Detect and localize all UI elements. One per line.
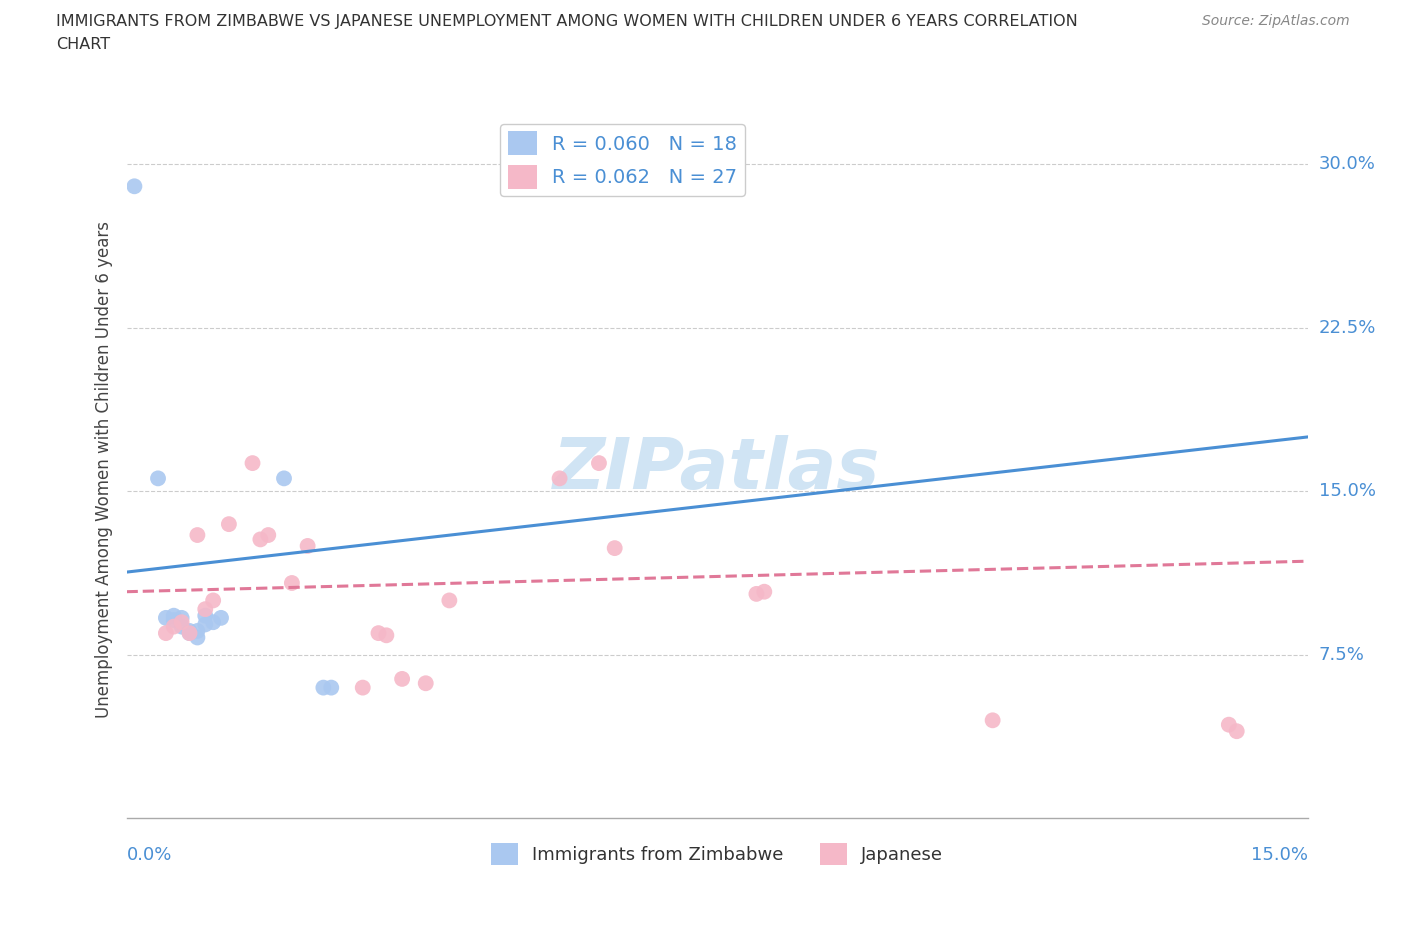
Text: 7.5%: 7.5% xyxy=(1319,646,1365,664)
Point xyxy=(202,593,225,608)
Point xyxy=(588,456,610,471)
Point xyxy=(186,623,208,638)
Point xyxy=(170,615,193,630)
Point xyxy=(163,608,186,623)
Point xyxy=(163,619,186,634)
Point xyxy=(170,619,193,634)
Point xyxy=(1218,717,1240,732)
Text: ZIPatlas: ZIPatlas xyxy=(554,435,880,504)
Point xyxy=(194,602,217,617)
Point xyxy=(391,671,413,686)
Point xyxy=(375,628,398,643)
Text: CHART: CHART xyxy=(56,37,110,52)
Legend: Immigrants from Zimbabwe, Japanese: Immigrants from Zimbabwe, Japanese xyxy=(484,836,950,872)
Point xyxy=(603,540,626,555)
Point xyxy=(415,676,437,691)
Point xyxy=(281,576,304,591)
Point xyxy=(163,613,186,628)
Point xyxy=(155,626,177,641)
Point xyxy=(745,587,768,602)
Text: 0.0%: 0.0% xyxy=(127,846,172,864)
Text: 22.5%: 22.5% xyxy=(1319,319,1376,337)
Text: 30.0%: 30.0% xyxy=(1319,155,1375,174)
Point xyxy=(179,626,201,641)
Point xyxy=(124,179,146,193)
Text: 15.0%: 15.0% xyxy=(1250,846,1308,864)
Point xyxy=(194,617,217,631)
Point xyxy=(170,610,193,625)
Point xyxy=(218,517,240,532)
Point xyxy=(186,630,208,644)
Point xyxy=(249,532,271,547)
Point xyxy=(367,626,389,641)
Point xyxy=(179,623,201,638)
Text: IMMIGRANTS FROM ZIMBABWE VS JAPANESE UNEMPLOYMENT AMONG WOMEN WITH CHILDREN UNDE: IMMIGRANTS FROM ZIMBABWE VS JAPANESE UNE… xyxy=(56,14,1078,29)
Point xyxy=(155,610,177,625)
Y-axis label: Unemployment Among Women with Children Under 6 years: Unemployment Among Women with Children U… xyxy=(96,221,114,718)
Point xyxy=(179,626,201,641)
Point xyxy=(186,527,208,542)
Point xyxy=(312,680,335,695)
Point xyxy=(242,456,264,471)
Point xyxy=(1226,724,1249,738)
Point xyxy=(548,471,571,485)
Point xyxy=(194,608,217,623)
Point xyxy=(202,615,225,630)
Point xyxy=(146,471,169,485)
Point xyxy=(297,538,319,553)
Point xyxy=(352,680,374,695)
Point xyxy=(273,471,295,485)
Point xyxy=(981,713,1004,728)
Point xyxy=(321,680,343,695)
Point xyxy=(754,584,776,599)
Text: 15.0%: 15.0% xyxy=(1319,483,1375,500)
Text: Source: ZipAtlas.com: Source: ZipAtlas.com xyxy=(1202,14,1350,28)
Point xyxy=(257,527,280,542)
Point xyxy=(439,593,461,608)
Point xyxy=(209,610,232,625)
